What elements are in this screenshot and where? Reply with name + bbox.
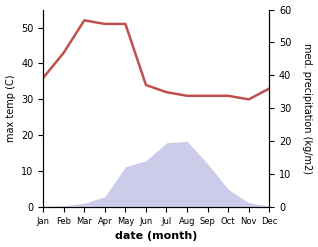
X-axis label: date (month): date (month) — [115, 231, 197, 242]
Y-axis label: med. precipitation (kg/m2): med. precipitation (kg/m2) — [302, 43, 313, 174]
Y-axis label: max temp (C): max temp (C) — [5, 75, 16, 142]
